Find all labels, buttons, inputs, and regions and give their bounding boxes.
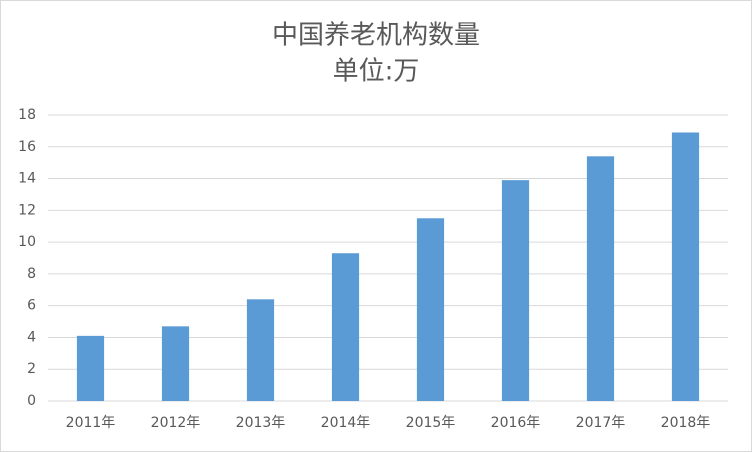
x-tick-label: 2015年 (406, 415, 456, 431)
y-tick-label: 16 (18, 139, 36, 155)
bar (416, 218, 445, 401)
y-tick-label: 10 (18, 234, 36, 250)
x-tick-label: 2017年 (576, 415, 626, 431)
bar (76, 335, 105, 401)
chart-title: 中国养老机构数量 (272, 21, 480, 51)
y-tick-label: 4 (27, 329, 36, 345)
y-tick-label: 14 (18, 171, 36, 187)
y-tick-label: 18 (18, 107, 36, 123)
y-tick-label: 0 (27, 393, 36, 409)
x-tick-label: 2011年 (66, 415, 116, 431)
bar (331, 253, 360, 401)
y-tick-label: 12 (18, 202, 36, 218)
x-tick-label: 2013年 (236, 415, 286, 431)
bar (586, 156, 615, 401)
y-tick-label: 2 (27, 361, 36, 377)
y-tick-label: 8 (27, 266, 36, 282)
bar (671, 132, 700, 401)
bar (501, 180, 530, 401)
y-tick-label: 6 (27, 298, 36, 314)
x-tick-label: 2018年 (661, 415, 711, 431)
bar (161, 326, 190, 401)
x-tick-label: 2016年 (491, 415, 541, 431)
x-tick-label: 2012年 (151, 415, 201, 431)
x-tick-label: 2014年 (321, 415, 371, 431)
chart-subtitle: 单位:万 (333, 57, 420, 87)
bar (246, 299, 275, 401)
